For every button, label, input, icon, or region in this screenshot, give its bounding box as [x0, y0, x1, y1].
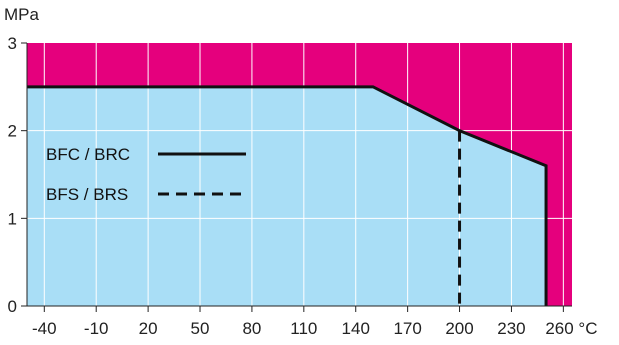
x-tick-label: 260 °C — [545, 319, 597, 338]
axes — [21, 42, 572, 312]
x-tick-label: 110 — [290, 319, 317, 338]
x-tick-label: 170 — [393, 319, 421, 338]
y-axis-label: MPa — [4, 5, 40, 24]
x-tick-label: 230 — [497, 319, 525, 338]
allowed-region — [27, 86, 547, 306]
x-tick-label: 50 — [191, 319, 210, 338]
series-lines — [27, 85, 548, 306]
y-tick-label: 2 — [8, 122, 17, 141]
legend-label: BFS / BRS — [46, 185, 128, 204]
legend: BFC / BRC BFS / BRS — [46, 145, 246, 204]
tick-labels: -40 -10 20 50 80 110 140 170 200 230 260 °C 0 1 2 3 — [8, 34, 598, 338]
legend-label: BFC / BRC — [46, 145, 130, 164]
x-tick-label: 140 — [342, 319, 370, 338]
plot-area — [27, 43, 572, 306]
y-tick-label: 3 — [8, 34, 17, 53]
x-tick-label: -10 — [84, 319, 109, 338]
y-tick-label: 0 — [8, 297, 17, 316]
x-tick-label: 80 — [242, 319, 261, 338]
x-tick-label: 20 — [139, 319, 158, 338]
x-tick-label: 200 — [445, 319, 473, 338]
y-tick-label: 1 — [8, 209, 17, 228]
x-tick-label: -40 — [32, 319, 57, 338]
